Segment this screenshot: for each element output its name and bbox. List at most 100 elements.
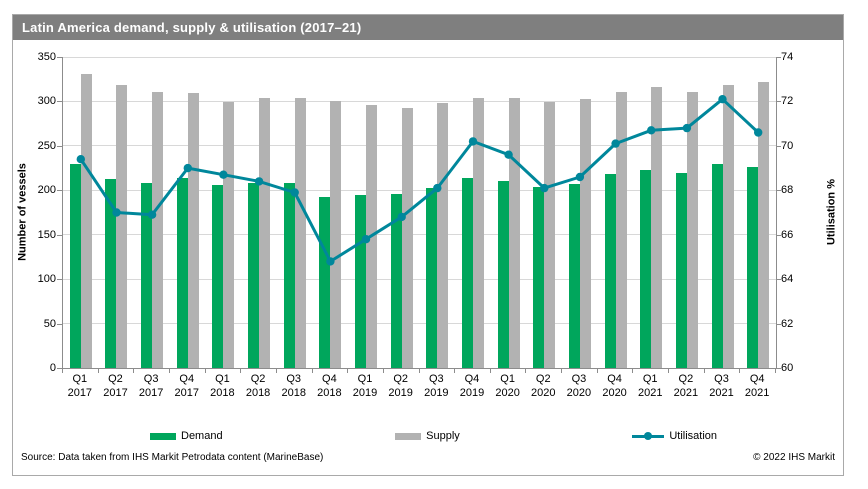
- right-axis-tick-label: 64: [781, 273, 794, 286]
- x-axis-category-label: Q4 2017: [174, 373, 199, 399]
- legend-item-supply: Supply: [395, 430, 460, 442]
- x-axis-category-label: Q1 2021: [637, 373, 663, 399]
- x-axis-category-label: Q1 2019: [352, 373, 378, 399]
- demand-bar: [640, 169, 652, 368]
- supply-bar: [80, 73, 92, 368]
- demand-bar: [355, 194, 367, 368]
- demand-bar: [711, 163, 723, 368]
- x-axis-category-label: Q1 2018: [210, 373, 235, 399]
- left-axis-tick: [57, 145, 62, 147]
- legend-label: Demand: [181, 430, 223, 442]
- left-axis-tick-label: 0: [49, 362, 56, 374]
- chart-title: Latin America demand, supply & utilisati…: [22, 20, 362, 35]
- left-axis-tick: [57, 234, 62, 236]
- utilisation-point: [718, 95, 727, 104]
- left-axis-tick: [57, 57, 62, 58]
- x-axis-tick: [275, 369, 277, 373]
- utilisation-point: [76, 155, 85, 164]
- right-axis-tick-label: 72: [781, 95, 794, 108]
- right-axis-tick: [776, 145, 781, 147]
- supply-bar: [401, 107, 413, 368]
- supply-bar: [508, 97, 520, 368]
- x-axis-category-label: Q2 2018: [245, 373, 271, 399]
- supply-bar: [223, 102, 235, 368]
- supply-bar: [472, 97, 484, 368]
- x-axis-category-label: Q2 2019: [388, 373, 413, 399]
- x-axis-category-label: Q3 2017: [138, 373, 164, 399]
- legend-label: Utilisation: [669, 430, 717, 442]
- legend: Demand Supply Utilisation: [150, 427, 717, 445]
- supply-bar: [152, 91, 164, 368]
- right-axis-tick-label: 62: [781, 317, 794, 330]
- legend-dot-mark: [644, 432, 653, 440]
- utilisation-point: [540, 183, 549, 193]
- supply-bar: [259, 97, 271, 368]
- demand-bar: [497, 180, 509, 368]
- demand-bar: [176, 177, 188, 368]
- demand-bar: [69, 163, 81, 368]
- demand-bar: [105, 178, 117, 368]
- left-axis-tick-label: 300: [37, 95, 56, 108]
- x-axis-category-label: Q4 2021: [744, 373, 770, 399]
- demand-bar: [141, 183, 153, 368]
- utilisation-point: [433, 183, 442, 193]
- utilisation-point: [219, 170, 228, 179]
- left-axis-tick-label: 50: [43, 317, 56, 330]
- plot-area: [62, 56, 777, 369]
- x-axis-tick: [168, 369, 170, 373]
- x-axis-category-label: Q3 2018: [281, 373, 306, 399]
- right-axis-tick-label: 60: [781, 362, 794, 374]
- utilisation-point: [183, 163, 192, 173]
- supply-bar: [544, 102, 556, 368]
- legend-item-utilisation: Utilisation: [632, 430, 717, 442]
- source-note: Source: Data taken from IHS Markit Petro…: [21, 452, 324, 463]
- supply-bar: [651, 87, 663, 368]
- supply-bar: [758, 81, 770, 368]
- supply-bar: [722, 84, 734, 368]
- x-axis-tick: [133, 369, 135, 373]
- utilisation-point: [754, 128, 763, 137]
- x-axis-category-label: Q1 2020: [495, 373, 520, 399]
- right-axis-tick: [776, 190, 781, 192]
- gridline: [63, 234, 776, 236]
- utilisation-point: [682, 123, 692, 133]
- right-axis-tick: [776, 279, 781, 281]
- x-axis-tick: [62, 369, 63, 373]
- x-axis-category-label: Q4 2020: [602, 373, 627, 399]
- x-axis-category-label: Q3 2020: [566, 373, 592, 399]
- utilisation-point: [468, 137, 478, 146]
- x-axis-tick: [204, 369, 206, 373]
- utilisation-point: [397, 212, 406, 222]
- utilisation-point: [147, 210, 157, 219]
- right-axis-tick-label: 74: [781, 51, 794, 63]
- left-axis-tick: [57, 190, 62, 192]
- left-axis-tick-label: 350: [37, 51, 56, 63]
- x-axis-category-label: Q2 2020: [531, 373, 556, 399]
- gridline: [63, 189, 776, 191]
- x-axis-category-label: Q2 2017: [103, 373, 128, 399]
- x-axis-tick: [382, 369, 384, 373]
- legend-swatch-utilisation: [632, 432, 665, 441]
- x-axis-tick: [97, 369, 99, 373]
- x-axis-tick: [240, 369, 242, 373]
- right-axis-tick: [776, 323, 781, 325]
- x-axis-category-label: Q2 2021: [673, 373, 699, 399]
- right-axis-tick: [776, 234, 781, 236]
- utilisation-point: [290, 188, 299, 197]
- utilisation-point: [575, 172, 585, 182]
- utilisation-point: [254, 177, 264, 186]
- right-axis-title: Utilisation %: [825, 179, 838, 246]
- x-axis-tick: [347, 369, 349, 373]
- demand-bar: [283, 183, 295, 368]
- demand-bar: [747, 167, 759, 368]
- demand-bar: [675, 172, 687, 368]
- left-axis-tick: [57, 323, 62, 325]
- right-axis-tick: [776, 101, 781, 103]
- x-axis-category-label: Q4 2019: [459, 373, 485, 399]
- demand-bar: [212, 184, 224, 368]
- x-axis-category-label: Q1 2017: [67, 373, 93, 399]
- supply-bar: [615, 91, 627, 368]
- right-axis-tick-label: 70: [781, 139, 794, 152]
- x-axis-tick: [668, 369, 670, 373]
- demand-bar: [533, 186, 545, 368]
